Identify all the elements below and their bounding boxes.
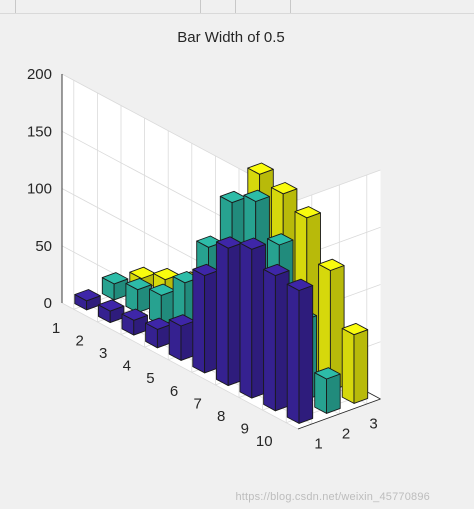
bar-col1-row2 [97, 299, 125, 324]
bar-side-face [239, 242, 253, 399]
bar-top-face [243, 189, 270, 202]
row-tick-label: 5 [146, 370, 154, 387]
bar-col2-row3 [149, 283, 176, 326]
bar-col1-row6 [192, 263, 219, 374]
bar-col1-row7 [215, 236, 243, 387]
row-tick-label: 9 [241, 421, 249, 438]
bar-top-face [239, 237, 266, 250]
z-tick-label: 200 [27, 66, 52, 83]
watermark-text: https://blog.csdn.net/weixin_45770896 [235, 491, 430, 503]
toolbar-separator [235, 0, 236, 13]
bar-col1-row3 [121, 308, 148, 336]
figure-toolbar-strip [0, 0, 474, 14]
col-tick-label: 2 [342, 426, 350, 443]
z-tick-label: 0 [44, 295, 52, 312]
bar-side-face [286, 283, 300, 424]
col-tick-label: 3 [369, 416, 377, 433]
bar-top-face [270, 182, 298, 195]
row-tick-label: 1 [52, 320, 60, 337]
bar-top-face [267, 233, 294, 246]
bar-front-face [326, 373, 341, 414]
bar-col3-row10 [341, 322, 369, 404]
bar-top-face [101, 272, 129, 285]
bar-top-face [314, 367, 341, 380]
bar-top-face [74, 289, 101, 302]
chart-title: Bar Width of 0.5 [177, 29, 285, 46]
bar-col1-row1 [74, 289, 101, 311]
bar-top-face [121, 308, 148, 321]
row-tick-label: 3 [99, 345, 107, 362]
col-tick-label: 1 [314, 436, 322, 453]
bar-col1-row9 [263, 263, 290, 412]
bar-col2-row1 [101, 272, 129, 301]
bar-side-face [192, 268, 206, 374]
row-tick-label: 10 [256, 433, 273, 450]
bar-top-face [125, 277, 152, 291]
bar-col2-row10 [314, 367, 341, 414]
bar-col1-row5 [168, 314, 196, 361]
bars-group [74, 162, 369, 424]
bar-side-face [341, 327, 355, 404]
bar-col3-row9 [318, 258, 345, 392]
bar-top-face [263, 263, 290, 277]
z-tick-label: 50 [35, 238, 52, 255]
col-axis-line [297, 398, 381, 430]
bar-col2-row2 [125, 277, 152, 314]
bar-col1-row8 [239, 237, 266, 399]
bar-front-face [298, 285, 314, 424]
row-tick-label: 8 [217, 408, 225, 425]
bar-top-face [247, 162, 274, 175]
toolbar-separator [15, 0, 16, 13]
toolbar-separator [290, 0, 291, 13]
toolbar-separator [200, 0, 201, 13]
bar-top-face [286, 278, 314, 291]
bar-side-face [215, 241, 229, 387]
bar-side-face [263, 268, 276, 412]
bar-top-face [97, 299, 125, 312]
bar-side-face [314, 372, 327, 414]
row-tick-label: 2 [75, 332, 83, 349]
z-tick-label: 100 [27, 181, 52, 198]
bar-top-face [318, 258, 345, 271]
row-tick-label: 4 [123, 358, 131, 375]
bar-col1-row10 [286, 278, 314, 424]
bar-top-face [294, 206, 321, 219]
z-gridline [61, 73, 381, 201]
z-tick-label: 150 [27, 123, 52, 140]
row-tick-label: 6 [170, 383, 178, 400]
row-tick-label: 7 [193, 395, 201, 412]
bar-col1-row4 [145, 317, 172, 349]
bar-side-face [168, 319, 182, 361]
bar-top-face [341, 322, 369, 336]
bar-front-face [353, 329, 369, 404]
